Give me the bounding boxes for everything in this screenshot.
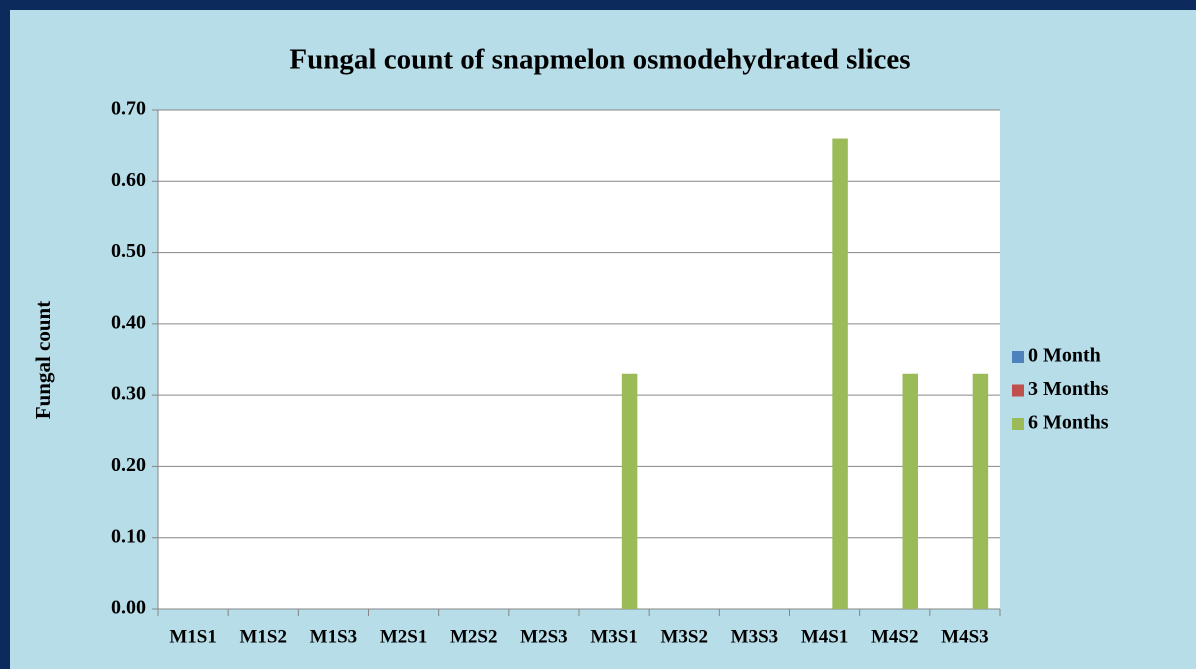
x-tick-label: M1S3: [310, 626, 358, 647]
legend-swatch: [1012, 384, 1024, 397]
chart-title: Fungal count of snapmelon osmodehydrated…: [289, 44, 910, 76]
plot-area: [158, 110, 1000, 609]
x-tick-label: M3S3: [731, 626, 779, 647]
x-tick-label: M1S2: [240, 626, 288, 647]
bar: [832, 138, 848, 609]
bar: [621, 373, 638, 609]
x-tick-label: M4S3: [941, 626, 989, 647]
y-axis-label: Fungal count: [31, 301, 55, 419]
x-tick-label: M2S2: [450, 626, 498, 647]
legend-swatch: [1012, 351, 1024, 363]
y-tick-label: 0.20: [111, 454, 146, 476]
x-tick-label: M4S2: [871, 626, 919, 647]
y-tick-label: 0.40: [111, 311, 146, 333]
x-tick-label: M1S1: [169, 626, 217, 647]
legend-swatch: [1012, 418, 1024, 430]
legend-label: 0 Month: [1028, 345, 1101, 367]
bar: [972, 373, 989, 609]
legend-label: 6 Months: [1028, 412, 1109, 434]
y-tick-label: 0.10: [111, 525, 146, 547]
x-tick-label: M2S3: [520, 626, 568, 647]
y-tick-label: 0.60: [111, 169, 146, 191]
bar: [902, 373, 918, 609]
y-tick-label: 0.30: [111, 383, 146, 405]
y-tick-label: 0.50: [111, 240, 146, 262]
x-tick-label: M2S1: [380, 626, 428, 647]
x-tick-label: M3S1: [590, 626, 638, 647]
y-tick-label: 0.70: [111, 98, 146, 120]
x-tick-label: M4S1: [801, 626, 849, 647]
x-tick-label: M3S2: [661, 626, 709, 647]
legend-label: 3 Months: [1028, 378, 1109, 400]
y-tick-label: 0.00: [111, 597, 146, 619]
